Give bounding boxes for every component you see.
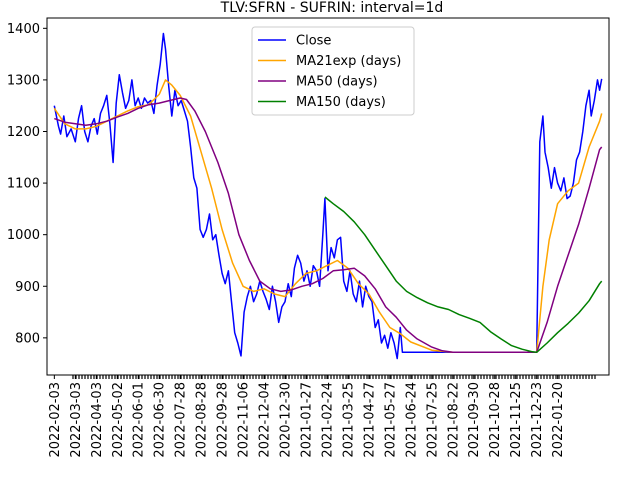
y-tick-label: 1200 xyxy=(7,125,40,140)
chart-title: TLV:SFRN - SUFRIN: interval=1d xyxy=(220,0,444,16)
x-tick-label: 2021-12-23 xyxy=(530,382,545,458)
x-tick-label: 2022-06-30 xyxy=(153,382,168,458)
x-tick-label: 2021-06-24 xyxy=(404,382,419,458)
series-line-1 xyxy=(53,79,603,354)
x-tick-label: 2021-08-22 xyxy=(446,382,461,458)
y-tick-label: 1100 xyxy=(7,177,40,192)
x-tick-label: 2021-07-25 xyxy=(425,382,440,458)
legend-label-2: MA50 (days) xyxy=(296,75,378,90)
y-tick-label: 1000 xyxy=(7,228,40,243)
x-tick-label: 2022-09-28 xyxy=(216,382,231,458)
x-tick-label: 2021-04-27 xyxy=(362,382,377,458)
series-layer xyxy=(53,32,603,360)
series-line-3 xyxy=(324,196,603,354)
x-tick-label: 2021-03-25 xyxy=(341,382,356,458)
x-tick-label: 2021-11-25 xyxy=(509,382,524,458)
x-tick-label: 2022-04-03 xyxy=(90,382,105,458)
x-tick-label: 2022-12-04 xyxy=(258,382,273,458)
x-tick-label: 2021-10-28 xyxy=(488,382,503,458)
x-tick-label: 2022-07-28 xyxy=(174,382,189,458)
y-tick-label: 900 xyxy=(15,280,40,295)
x-tick-label: 2021-01-27 xyxy=(299,382,314,458)
y-tick-label: 1300 xyxy=(7,73,40,88)
y-tick-label: 1400 xyxy=(7,22,40,37)
x-tick-label: 2022-11-06 xyxy=(237,382,252,458)
legend-box xyxy=(251,26,415,116)
x-tick-label: 2021-09-30 xyxy=(467,382,482,458)
x-tick-label: 2022-05-02 xyxy=(111,382,126,458)
x-tick-label: 2022-08-28 xyxy=(195,382,210,458)
x-tick-label: 2022-03-03 xyxy=(69,382,84,458)
x-tick-label: 2021-05-27 xyxy=(383,382,398,458)
legend: Close MA21exp (days) MA50 (days) MA150 (day… xyxy=(251,26,415,116)
legend-label-0: Close xyxy=(296,34,331,49)
y-tick-label: 800 xyxy=(15,331,40,346)
legend-label-3: MA150 (days) xyxy=(296,95,386,110)
x-tick-label: 2022-01-20 xyxy=(551,382,566,458)
x-tick-label: 2022-02-03 xyxy=(48,382,63,458)
x-tick-label: 2020-12-30 xyxy=(279,382,294,458)
x-tick-label: 2022-06-01 xyxy=(132,382,147,458)
axis-layer: 800 900 1000 1100 1200 1300 1400 2022-02-03 2022… xyxy=(7,22,596,458)
x-tick-label: 2021-02-24 xyxy=(320,382,335,458)
legend-label-1: MA21exp (days) xyxy=(296,54,401,69)
series-line-2 xyxy=(54,97,603,354)
